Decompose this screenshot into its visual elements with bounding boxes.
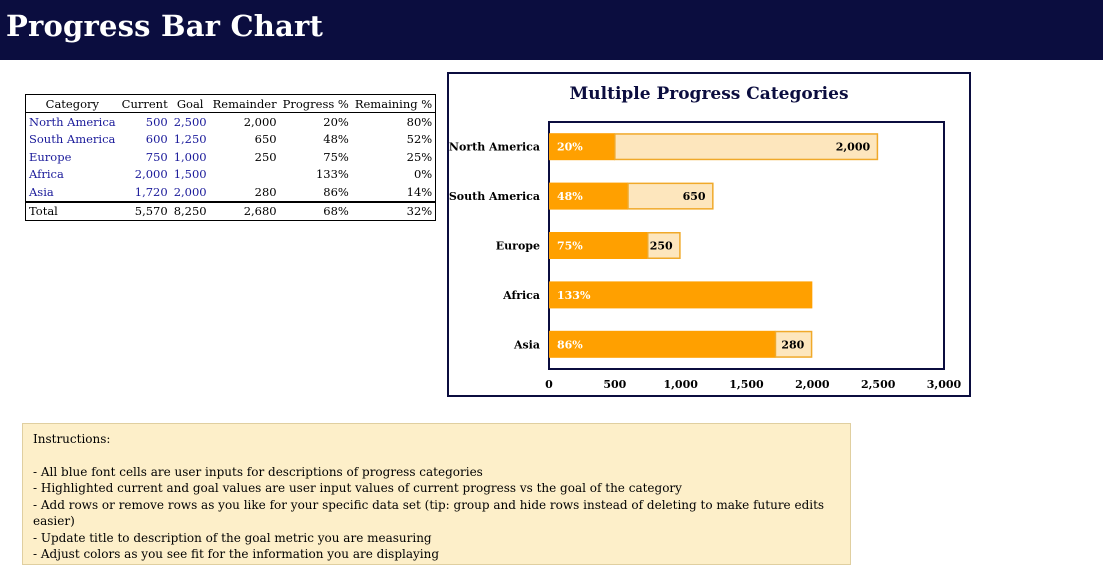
chart-title: Multiple Progress Categories [569,84,849,104]
title-banner: Progress Bar Chart [0,0,1103,60]
bar-progress [549,133,615,161]
table-row: South America 600 1,250 650 48% 52% [26,131,436,149]
cell-remaining-pct: 14% [406,184,433,199]
cell-goal[interactable]: 2,000 [173,184,207,199]
table-row: North America 500 2,500 2,000 20% 80% [26,113,436,131]
x-tick-label: 1,500 [729,378,764,391]
cell-remainder: 280 [254,184,277,199]
cell-current[interactable]: 600 [145,132,168,147]
instruction-item: - Update title to description of the goa… [33,530,432,545]
category-label: Europe [496,240,540,253]
table-total-row: Total 5,570 8,250 2,680 68% 32% [25,200,436,221]
cell-current: 5,570 [118,200,171,221]
category-label: North America [449,141,540,154]
cell-goal: 8,250 [170,200,210,221]
bar-progress [549,232,648,259]
data-label-progress: 75% [557,240,583,253]
data-label-progress: 48% [557,190,583,203]
bar-remainder [627,182,714,210]
x-tick-label: 500 [603,378,626,391]
category-label: South America [449,190,540,203]
table-body: North America 500 2,500 2,000 20% 80% South Am… [25,113,436,221]
column-header-current: Current [118,94,171,113]
column-header-remaining-pct: Remaining % [351,94,436,113]
cell-remainder: 2,000 [243,114,277,129]
data-label-progress: 133% [557,289,591,302]
x-tick-label: 2,000 [795,378,830,391]
x-tick-label: 3,000 [927,378,962,391]
cell-progress-pct: 86% [323,184,349,199]
cell-progress-pct: 20% [323,114,349,129]
cell-progress-pct: 133% [315,167,349,182]
bar-progress [549,281,813,309]
cell-remaining-pct: 32% [351,200,436,221]
bar-progress [549,330,776,358]
cell-category[interactable]: Europe [29,149,72,164]
table-row: Africa 2,000 1,500 133% 0% [26,166,436,184]
x-tick-label: 2,500 [861,378,896,391]
cell-remainder [210,166,280,184]
cell-goal[interactable]: 2,500 [173,114,207,129]
cell-remaining-pct: 0% [413,167,433,182]
cell-goal[interactable]: 1,000 [173,149,207,164]
instructions-heading: Instructions: [33,432,111,446]
instruction-item: - Highlighted current and goal values ar… [33,481,682,495]
cell-remaining-pct: 52% [406,132,433,147]
cell-remainder: 2,680 [209,200,280,221]
data-label-remainder: 650 [683,190,706,203]
column-header-progress-pct: Progress % [279,94,352,113]
x-tick-label: 0 [545,378,553,391]
instructions-box: Instructions: - All blue font cells are … [22,423,851,565]
cell-category[interactable]: Africa [29,167,64,182]
cell-remaining-pct: 80% [406,114,433,129]
column-header-goal: Goal [170,94,210,113]
column-header-remainder: Remainder [209,94,280,113]
chart-panel[interactable]: Multiple Progress Categories North Ameri… [447,72,971,397]
progress-bar-chart: North America 20% 2,000 South America 48% 650… [449,121,962,391]
cell-category[interactable]: South America [29,132,116,147]
cell-category[interactable]: Asia [29,184,54,199]
column-header-category: Category [25,94,119,113]
cell-remainder: 250 [254,149,277,164]
cell-progress-pct: 48% [323,132,349,147]
cell-category: Total [25,200,119,221]
cell-current[interactable]: 2,000 [134,167,168,182]
cell-current[interactable]: 1,720 [134,184,168,199]
cell-remainder: 650 [254,132,277,147]
instruction-item: - Adjust colors as you see fit for the i… [33,547,440,561]
bar-remainder [647,232,681,259]
data-table: Category Current Goal Remainder Progress… [25,94,437,221]
cell-current[interactable]: 500 [145,114,168,129]
data-label-progress: 20% [557,141,583,154]
cell-goal[interactable]: 1,500 [173,167,207,182]
instruction-item: - All blue font cells are user inputs fo… [33,464,483,479]
category-label: Africa [502,289,540,302]
data-label-remainder: 280 [781,338,804,351]
cell-progress-pct: 68% [279,200,352,221]
data-label-progress: 86% [557,338,583,351]
bar-remainder [614,133,879,161]
cell-current[interactable]: 750 [145,149,168,164]
bar-remainder [774,330,813,358]
page-title: Progress Bar Chart [6,9,324,43]
cell-remaining-pct: 25% [406,149,433,164]
bar-progress [549,182,628,210]
cell-category[interactable]: North America [29,114,116,129]
table-header-row: Category Current Goal Remainder Progress… [25,94,436,113]
table-row: Europe 750 1,000 250 75% 25% [26,148,436,166]
data-label-remainder: 2,000 [836,141,871,154]
category-label: Asia [513,338,540,351]
table-row: Asia 1,720 2,000 280 86% 14% [26,183,436,202]
instructions-list: - All blue font cells are user inputs fo… [33,464,840,563]
cell-progress-pct: 75% [323,149,349,164]
x-tick-label: 1,000 [663,378,698,391]
cell-goal[interactable]: 1,250 [173,132,207,147]
data-label-remainder: 250 [650,240,673,253]
instruction-item: - Add rows or remove rows as you like fo… [33,497,825,529]
